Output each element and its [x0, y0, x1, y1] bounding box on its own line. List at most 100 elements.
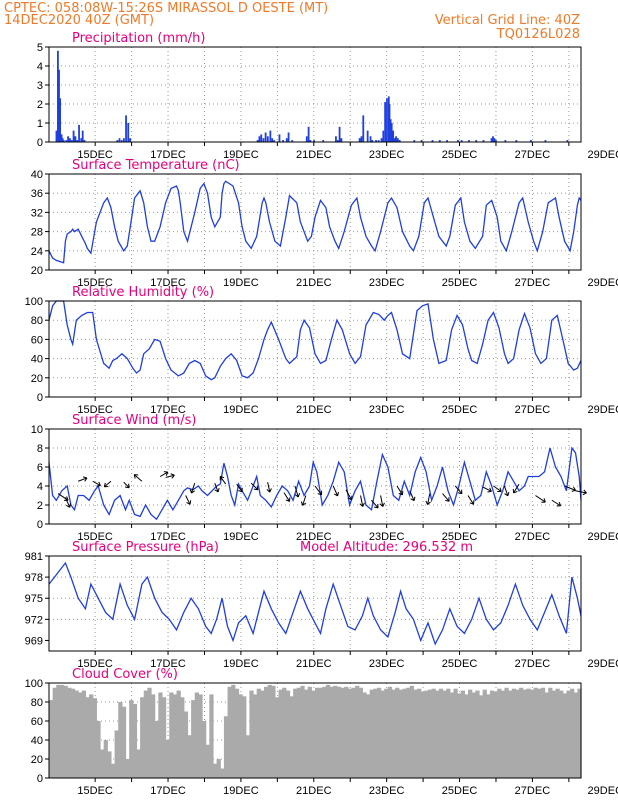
cloud-ytick-label: 80: [31, 697, 43, 709]
cloud-bar: [471, 692, 476, 778]
wind-arrow: [454, 485, 463, 495]
header-location: CPTEC: 058:08W-15:26S MIRASSOL D OESTE (…: [4, 1, 328, 16]
humidity-title: Relative Humidity (%): [72, 285, 214, 300]
cloud-title: Cloud Cover (%): [72, 667, 178, 682]
cloud-bar: [180, 697, 185, 778]
wind-arrow: [425, 493, 431, 505]
pressure-ytick-label: 978: [25, 572, 43, 584]
wind-arrow: [371, 499, 379, 509]
wind-xtick-label: 23DEC: [369, 531, 405, 543]
cloud-bar: [176, 690, 181, 778]
humidity-xtick-label: 19DEC: [223, 404, 259, 416]
cloud-bar: [409, 685, 414, 778]
precipitation-bar: [504, 140, 507, 142]
cloud-bar: [380, 690, 385, 778]
precipitation-bar: [80, 138, 83, 142]
precipitation-bar: [67, 136, 70, 142]
wind-arrow: [189, 482, 196, 494]
cloud-bar: [373, 688, 378, 778]
wind-arrow: [294, 485, 301, 498]
cloud-bar: [198, 694, 203, 778]
precipitation-bar: [336, 140, 339, 142]
cloud-bar: [486, 694, 491, 778]
cloud-bar: [103, 740, 108, 778]
pressure-xtick-label: 19DEC: [223, 658, 259, 670]
precipitation-bar: [125, 115, 127, 142]
cloud-bar: [453, 688, 458, 778]
precipitation-ytick-label: 5: [37, 42, 43, 54]
cloud-bar: [336, 686, 342, 778]
wind-arrow: [512, 483, 520, 494]
wind-ytick-label: 6: [37, 462, 43, 474]
wind-arrow: [564, 485, 577, 492]
humidity-xtick-label: 15DEC: [77, 404, 113, 416]
wind-arrow: [482, 486, 492, 493]
temperature-xtick-label: 17DEC: [150, 277, 186, 289]
panels: Precipitation (mm/h) 0 1 2 3 4 5 15DEC 17DEC 19DE…: [25, 31, 618, 797]
temperature-xtick-label: 21DEC: [296, 277, 332, 289]
temperature-ytick-label: 20: [31, 265, 43, 277]
cloud-bar: [63, 685, 68, 778]
cloud-bar: [387, 686, 393, 778]
precipitation-bar: [335, 136, 337, 142]
humidity-xtick-label: 17DEC: [150, 404, 186, 416]
precipitation-bar: [495, 140, 497, 142]
wind-arrow: [493, 485, 502, 493]
wind-ytick-label: 8: [37, 443, 43, 455]
cloud-bar: [242, 696, 247, 778]
wind-arrow: [185, 495, 192, 505]
cloud-bar: [446, 688, 451, 778]
precipitation-bar: [70, 140, 73, 142]
cloud-bar: [500, 690, 506, 778]
cloud-bar: [59, 684, 65, 778]
temperature-ytick-label: 32: [31, 207, 43, 219]
cloud-bar: [100, 749, 105, 778]
cloud-bar: [449, 692, 455, 778]
wind-xtick-label: 27DEC: [515, 531, 551, 543]
wind-arrow: [236, 483, 243, 493]
wind-ytick-label: 0: [37, 519, 43, 531]
cloud-bar: [223, 716, 229, 778]
precipitation-bar: [57, 50, 59, 142]
precipitation-bar: [388, 104, 391, 142]
pressure-xtick-label: 27DEC: [515, 658, 551, 670]
precipitation-bar: [258, 136, 261, 142]
cloud-bar: [238, 694, 243, 778]
cloud-bar: [147, 687, 152, 778]
pressure-frame: [48, 555, 582, 652]
cloud-bar: [285, 690, 291, 778]
precipitation-bar: [362, 115, 365, 142]
wind-panel: Surface Wind (m/s) 0 2 4 6 8 10 15DEC 17DEC 19DEC…: [31, 413, 618, 543]
temperature-ytick-label: 40: [31, 169, 43, 181]
precipitation-bar: [446, 140, 448, 142]
cloud-bar: [231, 684, 236, 778]
cloud-bar: [427, 689, 433, 778]
cloud-bar: [249, 690, 254, 778]
cloud-ytick-label: 60: [31, 716, 43, 728]
cloud-bar: [457, 693, 462, 778]
cloud-bar: [118, 702, 123, 778]
temperature-ytick-label: 36: [31, 188, 43, 200]
pressure-xtick-label: 15DEC: [77, 658, 113, 670]
precipitation-bar: [60, 134, 63, 142]
precipitation-bar: [360, 136, 363, 142]
cloud-bar: [256, 688, 261, 778]
precipitation-bar: [544, 140, 547, 142]
wind-arrow: [314, 485, 323, 496]
cloud-bar: [296, 687, 302, 778]
cloud-bar: [460, 690, 465, 778]
precipitation-bar: [285, 138, 288, 142]
cloud-xtick-label: 15DEC: [77, 785, 113, 797]
temperature-xtick-label: 27DEC: [515, 277, 551, 289]
cloud-bar: [202, 721, 207, 778]
precipitation-bar: [256, 140, 259, 142]
precipitation-bar: [386, 98, 388, 142]
cloud-bar: [205, 744, 210, 778]
cloud-bar: [551, 690, 557, 778]
precipitation-bar: [59, 98, 62, 142]
cloud-bar: [438, 688, 444, 778]
cloud-bar: [406, 687, 411, 778]
